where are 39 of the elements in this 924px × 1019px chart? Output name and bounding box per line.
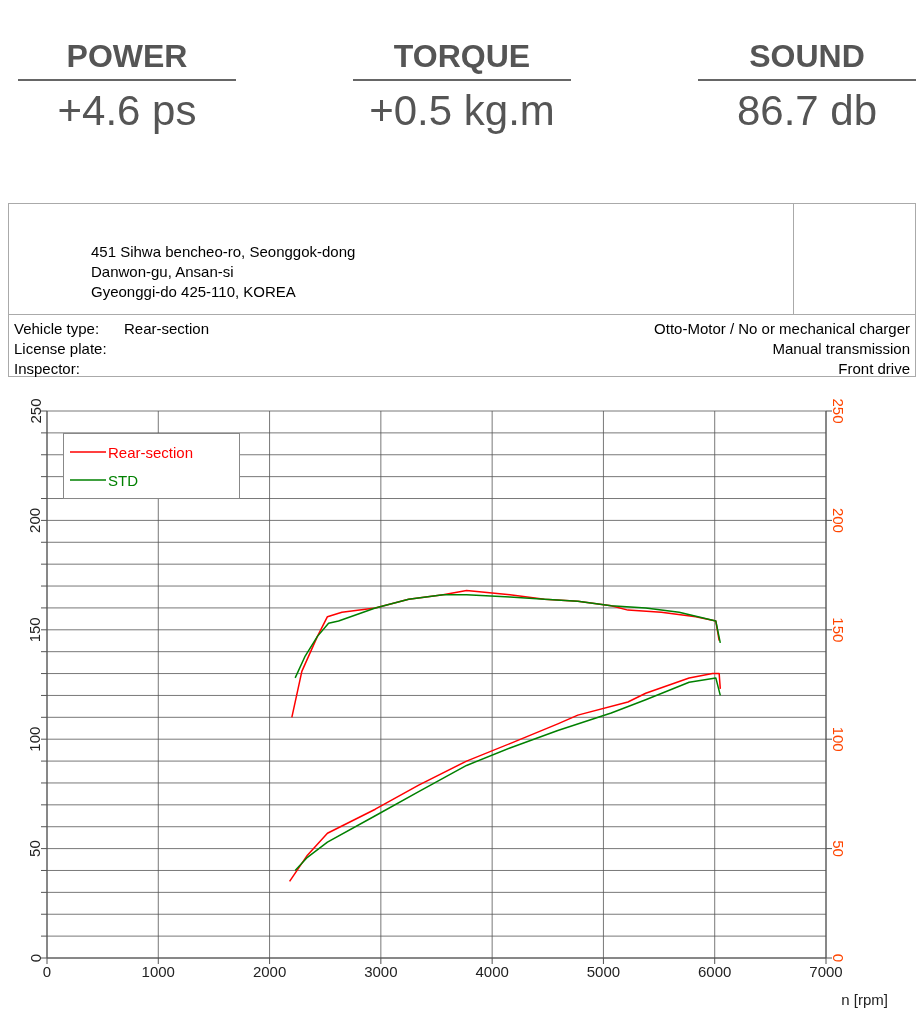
- x-tick-label: 4000: [475, 962, 509, 980]
- y-tick-label: 200: [26, 507, 44, 533]
- text: Danwon-gu, Ansan-si: [91, 262, 235, 282]
- text: Manual transmission: [771, 339, 910, 359]
- text: Rear-section: [124, 320, 210, 337]
- text: License plate:: [14, 339, 108, 359]
- y2-tick-label: 100: [829, 726, 847, 752]
- y-tick-label: 0: [26, 953, 44, 963]
- text: POWER: [18, 38, 236, 81]
- x-tick-label: 1000: [141, 962, 175, 980]
- text: 451 Sihwa bencheo-ro, Seonggok-dong: [91, 242, 356, 262]
- text: Otto-Motor / No or mechanical charger: [654, 319, 910, 339]
- text: TORQUE: [353, 38, 571, 81]
- x-tick-label: 6000: [698, 962, 732, 980]
- y-tick-label: 50: [26, 840, 44, 857]
- legend-label: Rear-section: [108, 443, 194, 461]
- text: +4.6 ps: [56, 87, 198, 135]
- x-tick-label: 7000: [809, 962, 843, 980]
- y-tick-label: 250: [26, 398, 44, 424]
- legend-label: STD: [108, 471, 138, 489]
- text: Front drive: [837, 359, 910, 379]
- y-tick-label: 100: [26, 726, 44, 752]
- y2-tick-label: 150: [829, 617, 847, 643]
- x-tick-label: 5000: [586, 962, 621, 980]
- x-tick-label: 3000: [364, 962, 398, 980]
- x-tick-label: 2000: [252, 962, 287, 980]
- text: 86.7 db: [735, 87, 879, 135]
- text: Inspector:: [14, 359, 81, 379]
- text: SOUND: [698, 38, 916, 81]
- x-axis-title: n [rpm]: [841, 991, 888, 1008]
- line-series: [294, 594, 722, 679]
- y2-tick-label: 200: [829, 507, 847, 533]
- text: Vehicle type:: [14, 319, 101, 339]
- y-tick-label: 150: [26, 617, 44, 643]
- y2-tick-label: 50: [829, 840, 847, 857]
- text: +0.5 kg.m: [368, 87, 556, 135]
- y2-tick-label: 0: [829, 953, 847, 963]
- text: Gyeonggi-do 425-110, KOREA: [91, 282, 297, 302]
- y2-tick-label: 250: [829, 398, 847, 424]
